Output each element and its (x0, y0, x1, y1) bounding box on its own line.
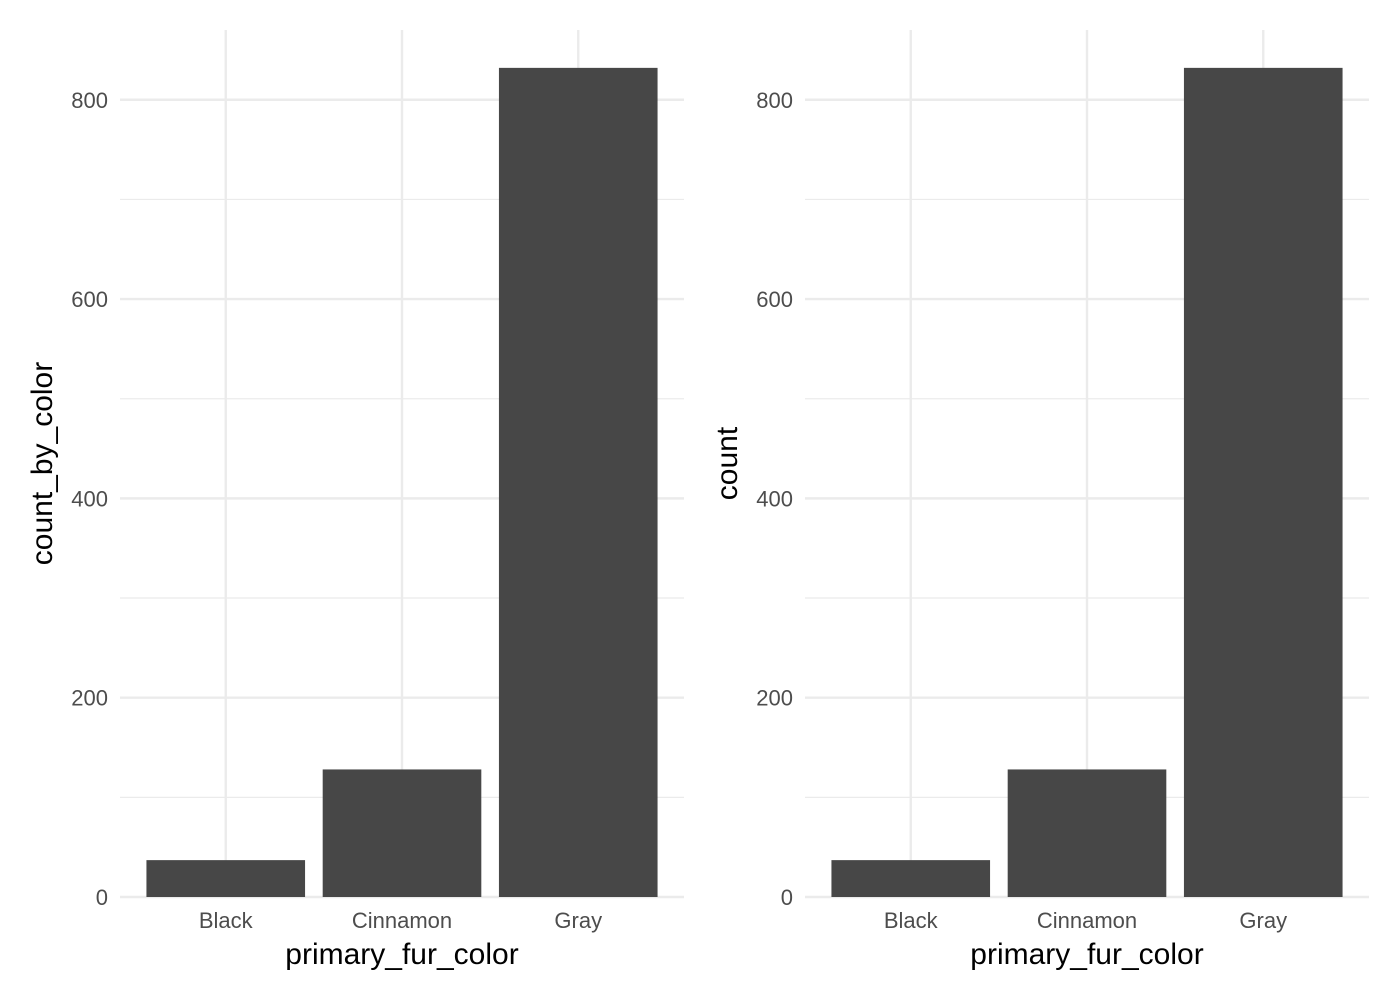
y-tick-label: 600 (71, 287, 108, 312)
x-tick-label: Cinnamon (1037, 908, 1137, 933)
y-tick-label: 800 (756, 88, 793, 113)
y-tick-label: 200 (756, 686, 793, 711)
y-tick-label: 0 (781, 885, 793, 910)
y-tick-label: 0 (96, 885, 108, 910)
bar-black (146, 860, 306, 897)
bar-gray (498, 67, 658, 898)
y-tick-label: 600 (756, 287, 793, 312)
x-tick-label: Gray (554, 908, 602, 933)
bar-gray (1183, 67, 1343, 898)
x-tick-label: Gray (1239, 908, 1287, 933)
y-tick-label: 400 (71, 486, 108, 511)
x-tick-label: Cinnamon (352, 908, 452, 933)
panel-right: 0 200 400 600 800 Black Cinnamon Gray primary_fu… (711, 30, 1369, 971)
bar-cinnamon (322, 769, 482, 897)
x-axis-title: primary_fur_color (970, 938, 1203, 971)
x-tick-label: Black (884, 908, 939, 933)
y-tick-label: 200 (71, 686, 108, 711)
y-axis-title: count (711, 426, 744, 500)
x-tick-label: Black (199, 908, 254, 933)
y-tick-label: 800 (71, 88, 108, 113)
bar-black (831, 860, 991, 897)
bar-cinnamon (1007, 769, 1167, 897)
y-tick-label: 400 (756, 486, 793, 511)
panel-left: 0 200 400 600 800 Black Cinnamon Gray primary_fu… (26, 30, 684, 971)
y-axis-title: count_by_color (26, 362, 59, 565)
x-axis-title: primary_fur_color (285, 938, 518, 971)
